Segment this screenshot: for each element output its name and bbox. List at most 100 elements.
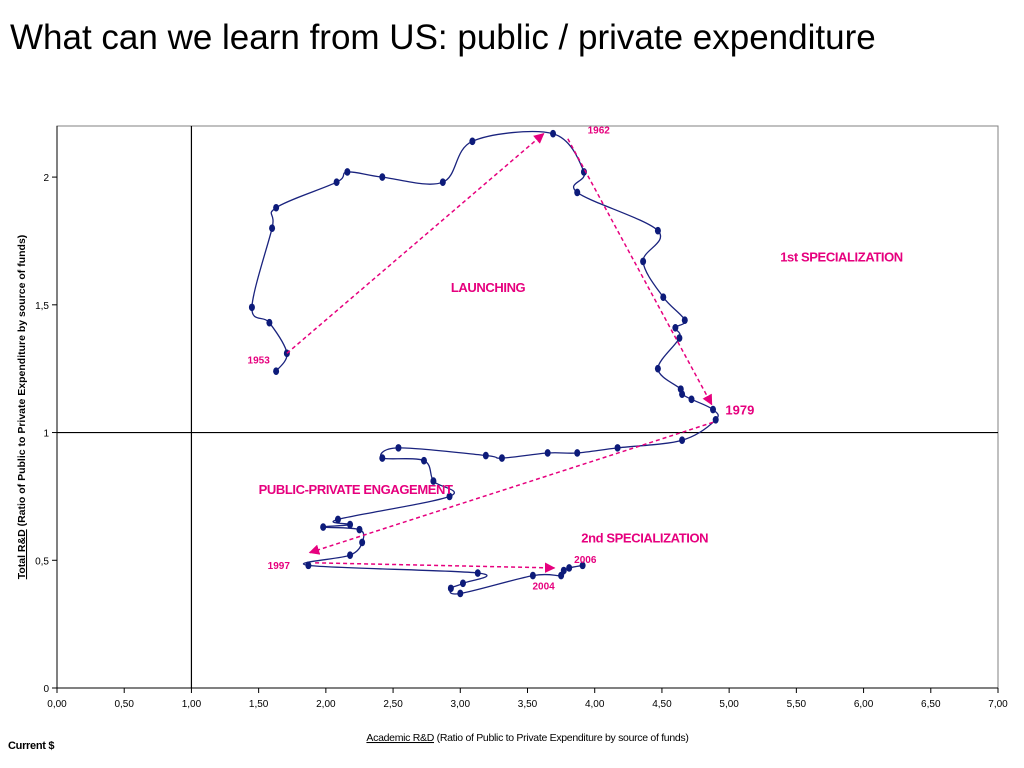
slide-title: What can we learn from US: public / priv… (10, 18, 876, 57)
y-axis-title-underlined: Total R&D (16, 529, 28, 579)
data-point (344, 168, 351, 176)
x-tick-label: 5,50 (787, 699, 807, 710)
data-points (248, 129, 719, 598)
data-point (395, 444, 402, 452)
data-point (347, 551, 354, 559)
data-point (688, 395, 695, 404)
year-label: 1979 (725, 403, 754, 418)
x-axis-label: Academic R&D (Ratio of Public to Private… (366, 732, 688, 744)
data-point (269, 224, 276, 232)
phase-labels: LAUNCHING 1st SPECIALIZATION PUBLIC-PRIVAT… (259, 249, 904, 545)
y-tick-label: 1,5 (35, 301, 49, 312)
data-point (447, 584, 454, 593)
annotation-arrow (567, 138, 713, 406)
x-tick-label: 7,00 (988, 699, 1008, 710)
y-axis-title-rest: (Ratio of Public to Private Expenditure … (16, 235, 28, 530)
x-tick-label: 3,00 (451, 699, 471, 710)
reference-lines (57, 126, 998, 688)
x-axis-ticks: 0,00 0,50 1,00 1,50 2,00 2,50 3,00 3,50 4,00 4,50… (47, 688, 1008, 710)
y-axis-title: Total R&D (Ratio of Public to Private Ex… (16, 235, 28, 580)
data-point (266, 318, 273, 327)
plot-frame (56, 125, 999, 689)
footnote: Current $ (8, 740, 55, 752)
data-point (333, 178, 340, 186)
year-label: 2006 (574, 555, 597, 566)
annotation-arrow (286, 132, 545, 354)
data-point (614, 444, 621, 452)
data-point (676, 334, 683, 342)
data-point (482, 451, 489, 460)
data-point (273, 203, 280, 212)
data-point (529, 571, 536, 580)
x-axis-title-rest: (Ratio of Public to Private Expenditure … (434, 732, 689, 744)
plot-area-border (56, 125, 999, 689)
data-point (273, 367, 280, 376)
data-point (654, 364, 661, 373)
data-point (334, 515, 341, 524)
series-line (251, 130, 719, 595)
data-point (550, 129, 557, 138)
data-point (305, 561, 312, 570)
x-tick-label: 6,50 (921, 699, 941, 710)
x-tick-label: 3,50 (518, 699, 538, 710)
data-point (379, 173, 386, 181)
data-point (574, 188, 581, 197)
data-point (439, 178, 446, 186)
data-point (672, 324, 679, 332)
x-tick-label: 2,50 (383, 699, 403, 710)
y-tick-label: 2 (43, 173, 49, 184)
y-tick-label: 0,5 (35, 556, 49, 567)
data-point (660, 293, 667, 301)
data-point (474, 569, 481, 577)
data-point (574, 449, 581, 457)
series-path (251, 130, 719, 595)
year-labels: 1953 1962 1979 1997 2004 2006 (248, 126, 755, 593)
data-point (681, 316, 688, 324)
data-point (712, 415, 719, 424)
data-point (560, 566, 567, 575)
x-tick-label: 1,50 (249, 699, 269, 710)
data-point (566, 564, 573, 572)
data-point (379, 454, 386, 462)
annotation-arrow (308, 421, 714, 555)
data-point (640, 257, 647, 266)
data-point (469, 137, 476, 146)
data-point (579, 561, 586, 570)
data-point (679, 390, 686, 399)
year-label: 1953 (248, 356, 271, 367)
phase-label: LAUNCHING (451, 280, 526, 295)
x-tick-label: 0,50 (114, 699, 134, 710)
data-point (347, 520, 354, 529)
data-point (654, 226, 661, 235)
x-tick-label: 1,00 (182, 699, 202, 710)
y-axis-label: Total R&D (Ratio of Public to Private Ex… (16, 235, 28, 580)
data-point (446, 492, 453, 501)
x-tick-label: 6,00 (854, 699, 874, 710)
year-label: 1997 (268, 561, 291, 572)
data-point (248, 303, 255, 312)
x-axis-title: Academic R&D (Ratio of Public to Private… (366, 732, 688, 744)
year-label: 1962 (588, 126, 611, 137)
data-point (420, 456, 427, 465)
x-tick-label: 5,00 (719, 699, 739, 710)
x-axis-title-underlined: Academic R&D (366, 732, 434, 744)
annotation-arrows (286, 132, 714, 573)
year-label: 2004 (533, 582, 556, 593)
phase-label: 1st SPECIALIZATION (780, 249, 903, 264)
data-point (359, 538, 366, 547)
data-point (356, 525, 363, 534)
annotation-arrow (315, 562, 556, 573)
data-point (710, 405, 717, 414)
data-point (430, 477, 437, 485)
y-tick-label: 1 (43, 429, 49, 440)
phase-label: 2nd SPECIALIZATION (581, 530, 708, 545)
data-point (320, 523, 327, 531)
x-tick-label: 4,50 (652, 699, 672, 710)
x-tick-label: 4,00 (585, 699, 605, 710)
data-point (679, 436, 686, 445)
x-tick-label: 2,00 (316, 699, 336, 710)
phase-label: PUBLIC-PRIVATE ENGAGEMENT (259, 482, 453, 497)
y-tick-label: 0 (43, 684, 49, 695)
data-point (498, 454, 505, 462)
